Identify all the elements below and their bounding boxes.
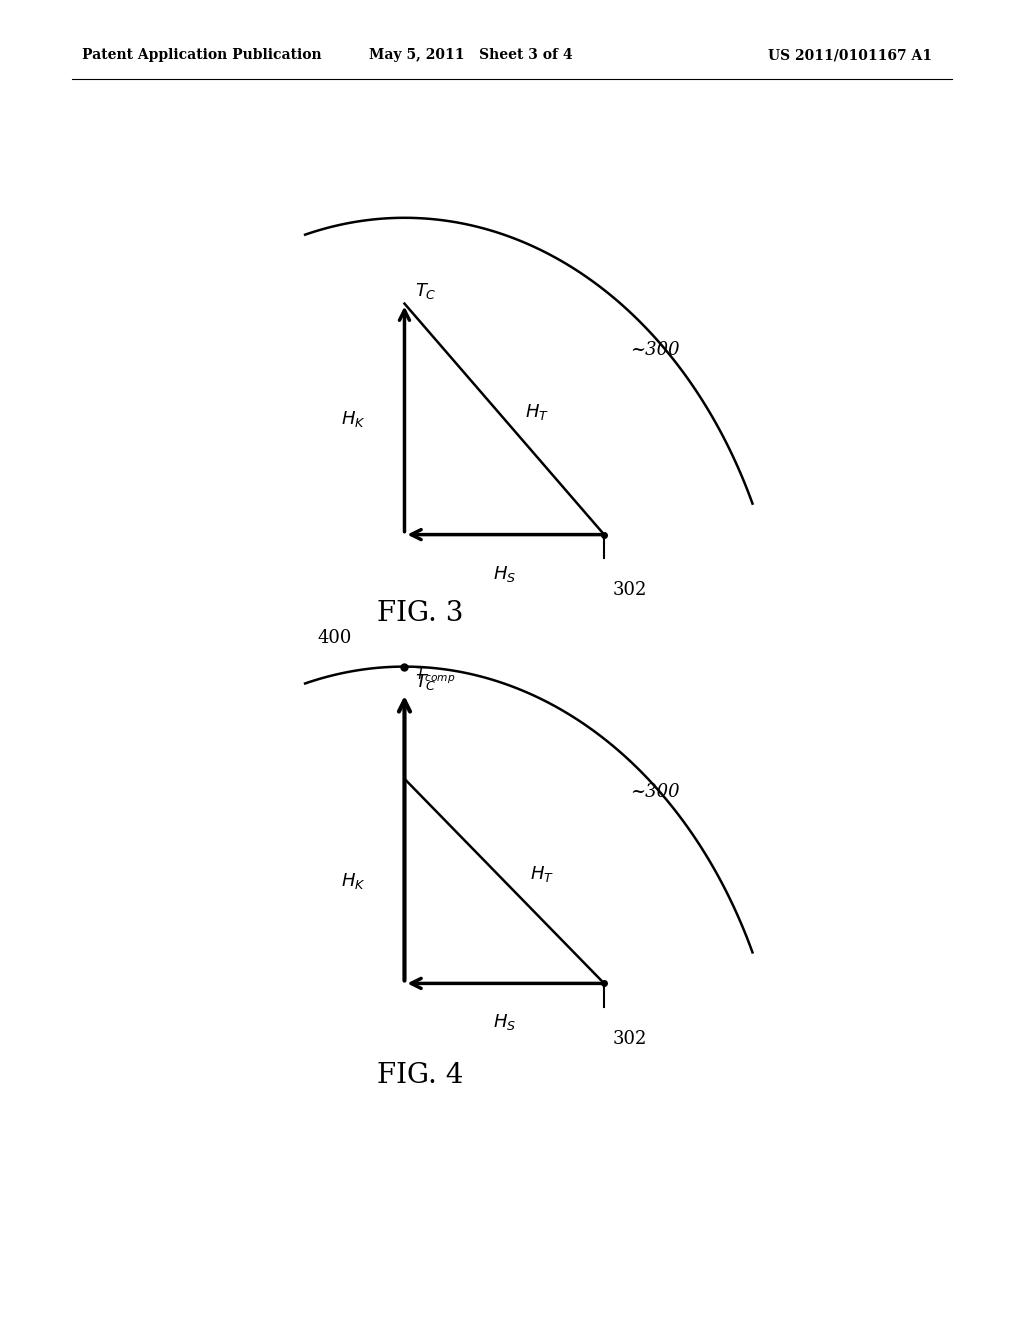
Text: 302: 302: [612, 581, 647, 599]
Text: $H_S$: $H_S$: [493, 564, 516, 583]
Text: $H_T$: $H_T$: [530, 865, 554, 884]
Text: May 5, 2011   Sheet 3 of 4: May 5, 2011 Sheet 3 of 4: [370, 49, 572, 62]
Text: 302: 302: [612, 1030, 647, 1048]
Text: $H_K$: $H_K$: [341, 409, 366, 429]
Text: $T_C$: $T_C$: [415, 672, 436, 692]
Text: FIG. 3: FIG. 3: [377, 601, 463, 627]
Text: Patent Application Publication: Patent Application Publication: [82, 49, 322, 62]
Text: 400: 400: [317, 628, 352, 647]
Text: FIG. 4: FIG. 4: [377, 1063, 463, 1089]
Text: $H_T$: $H_T$: [525, 403, 549, 422]
Text: ~300: ~300: [630, 783, 679, 801]
Text: $H_K$: $H_K$: [341, 871, 366, 891]
Text: ~300: ~300: [630, 341, 679, 359]
Text: $T_C$: $T_C$: [415, 281, 436, 301]
Text: $T_{comp}$: $T_{comp}$: [415, 665, 455, 686]
Text: US 2011/0101167 A1: US 2011/0101167 A1: [768, 49, 932, 62]
Text: $H_S$: $H_S$: [493, 1012, 516, 1032]
